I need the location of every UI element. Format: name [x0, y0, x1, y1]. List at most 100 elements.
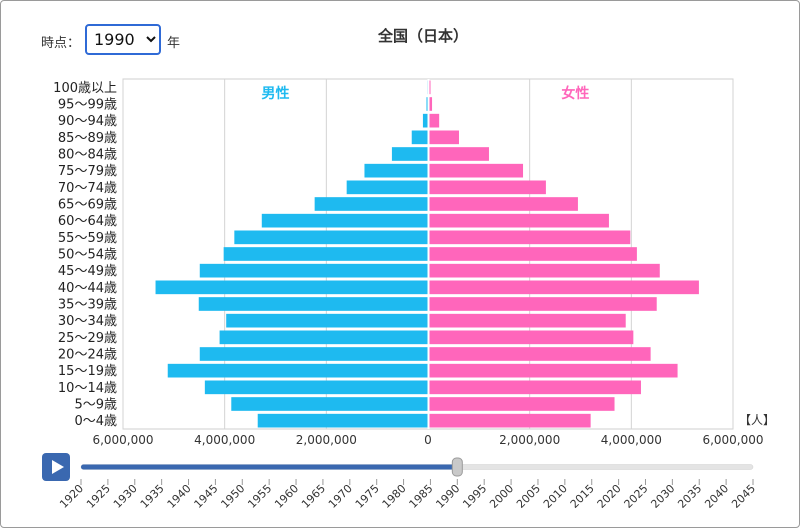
bar-female	[429, 180, 546, 195]
y-tick-label: 15〜19歳	[58, 364, 117, 379]
unit-label: 【人】	[739, 413, 775, 427]
bar-female	[429, 80, 431, 95]
bar-male	[219, 330, 428, 345]
bar-male	[155, 280, 428, 295]
bar-female	[429, 113, 440, 128]
bar-male	[204, 380, 428, 395]
y-tick-label: 40〜44歳	[58, 281, 117, 296]
slider-year-label: 1925	[84, 482, 113, 511]
slider-year-label: 1940	[165, 482, 194, 511]
bar-female	[429, 130, 459, 145]
bar-female	[429, 147, 489, 161]
bar-male	[261, 213, 428, 228]
slider-year-label: 2035	[675, 482, 704, 511]
bar-female	[429, 163, 524, 178]
bar-female	[429, 247, 637, 261]
y-tick-label: 45〜49歳	[58, 264, 117, 279]
bar-female	[429, 230, 631, 245]
y-tick-label: 80〜84歳	[58, 148, 117, 163]
slider-year-label: 2015	[568, 482, 597, 511]
bar-male	[346, 180, 428, 195]
x-tick-label: 4,000,000	[601, 433, 662, 447]
bar-male	[234, 230, 428, 245]
slider-year-label: 2040	[702, 482, 731, 511]
y-tick-label: 55〜59歳	[58, 231, 117, 246]
x-tick-label: 2,000,000	[296, 433, 357, 447]
bar-female	[429, 280, 699, 295]
x-tick-label: 4,000,000	[194, 433, 255, 447]
y-tick-label: 75〜79歳	[58, 164, 117, 179]
bar-male	[198, 297, 428, 311]
y-tick-label: 95〜99歳	[58, 98, 117, 113]
bar-female	[429, 363, 678, 378]
bar-male	[391, 147, 428, 161]
slider-year-label: 1975	[353, 482, 382, 511]
slider-year-label: 2010	[541, 482, 570, 511]
bar-male	[223, 247, 428, 261]
slider-year-label: 2025	[622, 482, 651, 511]
slider-year-label: 2000	[487, 482, 516, 511]
y-tick-label: 70〜74歳	[58, 181, 117, 196]
slider-year-label: 2020	[595, 482, 624, 511]
x-tick-label: 0	[424, 433, 432, 447]
slider-handle[interactable]	[451, 457, 463, 477]
series-label-male: 男性	[262, 85, 290, 102]
chart-title: 全国（日本）	[377, 27, 468, 45]
slider-year-label: 1930	[111, 482, 140, 511]
y-tick-label: 30〜34歳	[58, 314, 117, 329]
y-tick-label: 20〜24歳	[58, 348, 117, 363]
slider-year-label: 2005	[514, 482, 543, 511]
bar-female	[429, 97, 433, 111]
play-button[interactable]	[42, 453, 70, 481]
y-tick-label: 100歳以上	[53, 81, 117, 96]
bar-female	[429, 263, 660, 278]
bar-male	[231, 397, 428, 411]
bar-male	[422, 113, 428, 128]
slider-year-label: 1945	[192, 482, 221, 511]
slider-year-label: 1985	[407, 482, 436, 511]
y-tick-label: 5〜9歳	[74, 398, 117, 413]
y-tick-label: 10〜14歳	[58, 381, 117, 396]
bar-male	[226, 313, 428, 328]
year-select[interactable]: 1990	[85, 24, 161, 55]
bar-female	[429, 413, 591, 428]
y-tick-label: 85〜89歳	[58, 131, 117, 146]
slider-year-label: 1995	[460, 482, 489, 511]
slider-year-label: 1960	[272, 482, 301, 511]
y-tick-label: 35〜39歳	[58, 298, 117, 313]
y-tick-label: 0〜4歳	[74, 414, 117, 429]
y-tick-label: 50〜54歳	[58, 248, 117, 263]
year-suffix: 年	[167, 36, 181, 51]
bar-male	[257, 413, 428, 428]
y-tick-label: 65〜69歳	[58, 198, 117, 213]
bar-female	[429, 313, 626, 328]
slider-year-label: 1980	[380, 482, 409, 511]
bar-female	[429, 347, 651, 361]
bar-female	[429, 397, 615, 411]
bar-male	[364, 163, 428, 178]
bar-male	[167, 363, 428, 378]
bar-male	[314, 197, 428, 211]
x-tick-label: 2,000,000	[499, 433, 560, 447]
y-tick-label: 90〜94歳	[58, 114, 117, 129]
slider-year-label: 1970	[326, 482, 355, 511]
bar-female	[429, 213, 609, 228]
x-tick-label: 6,000,000	[702, 433, 763, 447]
slider-fill	[81, 464, 458, 470]
slider-year-label: 1935	[138, 482, 167, 511]
bar-male	[411, 130, 428, 145]
slider-year-label: 1990	[433, 482, 462, 511]
bar-female	[429, 330, 634, 345]
slider-year-label: 1965	[299, 482, 328, 511]
bar-male	[199, 263, 428, 278]
bar-male	[426, 97, 428, 111]
y-tick-label: 60〜64歳	[58, 214, 117, 229]
series-label-female: 女性	[561, 85, 589, 102]
slider-year-label: 1955	[245, 482, 274, 511]
bar-female	[429, 380, 641, 395]
slider-year-label: 2030	[648, 482, 677, 511]
slider-year-label: 2045	[729, 482, 758, 511]
year-label: 時点：	[41, 36, 81, 51]
